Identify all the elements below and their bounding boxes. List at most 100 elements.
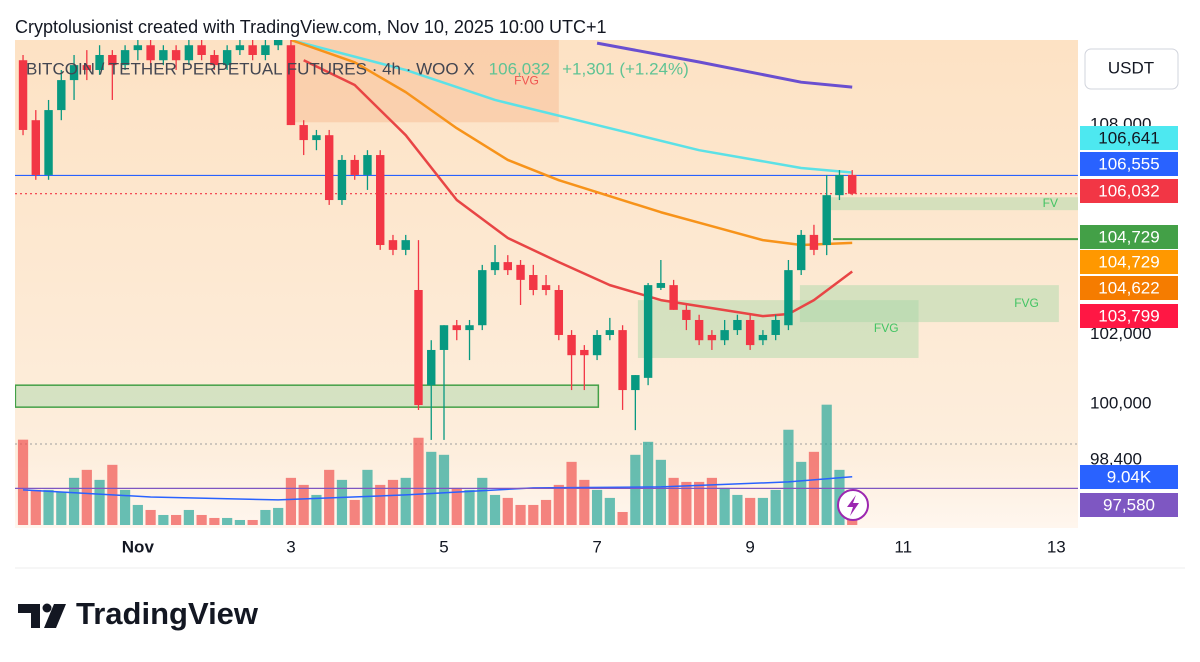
x-tick-label: 11 [894, 537, 912, 556]
moving-average [596, 41, 853, 89]
candle-body [503, 262, 512, 271]
candle-body [159, 50, 168, 61]
volume-bar [719, 487, 730, 525]
volume-bar [298, 484, 309, 525]
candle-body [350, 159, 359, 175]
volume-bar [643, 441, 654, 525]
candle-body [720, 330, 729, 341]
candle-body [18, 60, 28, 130]
candle-body [478, 270, 487, 326]
volume-bar [285, 477, 297, 525]
x-tick-label: 5 [439, 537, 448, 556]
candle-body [248, 45, 257, 55]
x-tick-label: Nov [122, 537, 155, 556]
legend-change: +1,301 (+1.24%) [562, 59, 689, 78]
price-label-box [1080, 465, 1178, 489]
moving-average [290, 40, 853, 247]
volume-bar [311, 494, 322, 525]
volume-bar [81, 469, 92, 525]
volume-bar [566, 461, 577, 525]
price-label: 103,799 [1098, 306, 1159, 325]
candle-body [643, 285, 653, 378]
candle-body [580, 349, 589, 356]
volume-bar [247, 519, 258, 525]
candle-body [376, 155, 385, 246]
currency-button[interactable] [1084, 48, 1179, 90]
volume-bar [732, 494, 743, 525]
volume-bar [145, 509, 156, 525]
volume-bar [783, 429, 794, 525]
volume-bar [553, 484, 564, 525]
price-label-box [1080, 225, 1178, 249]
volume-bar [464, 489, 475, 525]
header: Cryptolusionist created with TradingView… [15, 17, 606, 37]
candle-body [363, 155, 372, 175]
price-label-box [1080, 152, 1178, 176]
volume-bar [821, 404, 832, 525]
candle-body [261, 45, 270, 55]
candle-body [235, 45, 245, 51]
volume-bar [770, 489, 781, 525]
volume-bar [617, 511, 628, 525]
volume-bar [681, 481, 692, 525]
brand-name: TradingView [76, 596, 259, 631]
lightning-icon [837, 489, 869, 521]
y-tick-label: 102,000 [1090, 324, 1151, 343]
brand-logo [18, 603, 66, 628]
volume-bar [68, 477, 80, 525]
candle-body [618, 330, 627, 391]
candle-body [529, 275, 538, 290]
volume-bar [196, 514, 207, 525]
price-label-box [1080, 126, 1178, 150]
candle-body [286, 45, 296, 126]
volume-bar [694, 481, 705, 525]
candle-body [31, 120, 41, 175]
candle-body [758, 334, 768, 341]
candle-body [44, 110, 53, 175]
candle-body [631, 375, 640, 391]
volume-bar [706, 477, 717, 525]
volume-bar [489, 494, 501, 525]
x-tick-label: 9 [745, 537, 754, 556]
candle-body [57, 80, 66, 111]
fvg-label: FV [1043, 196, 1058, 210]
candle-body [388, 240, 398, 250]
price-label: 106,555 [1098, 154, 1159, 173]
volume-bar [349, 499, 360, 525]
volume-bar [387, 479, 399, 525]
volume-bar [30, 489, 41, 525]
candle-body [656, 283, 666, 288]
volume-bar [209, 517, 220, 525]
volume-bar [362, 469, 373, 525]
candle-body [682, 309, 691, 320]
volume-bar [477, 477, 488, 525]
price-label: 104,622 [1098, 278, 1159, 297]
candle-body [592, 334, 602, 356]
price-label-box [1080, 304, 1178, 328]
candle-body [312, 135, 321, 141]
volume-bar [655, 459, 666, 525]
volume-bar [515, 504, 526, 525]
currency-label: USDT [1108, 58, 1154, 77]
candle-body [146, 45, 155, 61]
volume-ma-line [22, 476, 853, 501]
fvg-zone [830, 197, 1078, 211]
volume-bar [222, 517, 233, 525]
volume-bar [540, 499, 552, 525]
x-tick-label: 7 [592, 537, 601, 556]
fvg-label: FVG [514, 73, 539, 87]
candle-body [784, 270, 793, 326]
candle-body [414, 289, 423, 406]
x-tick-label: 13 [1047, 537, 1066, 556]
volume-bar [745, 497, 756, 525]
candle-body [82, 65, 92, 70]
legend-title: BITCOIN / TETHER PERPETUAL FUTURES · 4h … [26, 59, 475, 78]
candle-body [745, 319, 755, 346]
plot-area: FVG FVG FVG FV [15, 40, 1078, 525]
candle-body [299, 125, 308, 141]
candle-body [541, 285, 551, 290]
candle-body [707, 334, 717, 341]
candle-body [133, 45, 143, 51]
